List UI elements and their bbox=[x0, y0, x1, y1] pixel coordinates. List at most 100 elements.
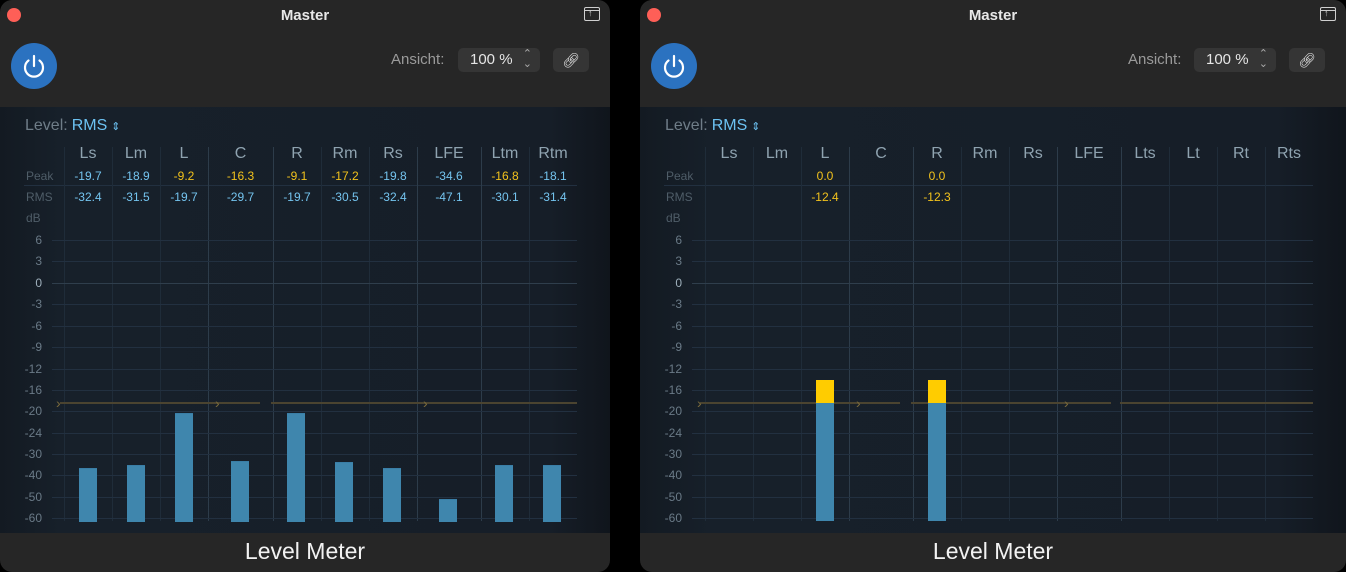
db-tick: -12 bbox=[664, 362, 682, 376]
zoom-value: 100 % bbox=[470, 51, 513, 68]
channel-label-ls: Ls bbox=[79, 145, 97, 162]
level-meter-window-right: Master Ansicht: 100 % ⌃⌄ 🔗︎ Level:RMS⇕ P… bbox=[640, 0, 1346, 572]
peak-value[interactable]: -34.6 bbox=[435, 169, 463, 183]
level-mode-select[interactable]: Level: RMS ⇕ bbox=[665, 117, 760, 135]
rms-value: -32.4 bbox=[74, 190, 102, 204]
grid-line-zero bbox=[692, 283, 1313, 284]
peak-value[interactable]: -16.8 bbox=[491, 169, 519, 183]
detach-window-icon[interactable] bbox=[584, 7, 600, 21]
channel-label-lt: Lt bbox=[1186, 145, 1200, 162]
peak-value[interactable]: -9.2 bbox=[173, 169, 195, 183]
level-mode-value: RMS bbox=[711, 117, 748, 134]
threshold-line bbox=[911, 402, 1111, 404]
channel-label-lts: Lts bbox=[1134, 145, 1156, 162]
chevron-right-icon[interactable]: › bbox=[215, 395, 220, 411]
peak-value[interactable]: -19.8 bbox=[379, 169, 407, 183]
level-mode-select[interactable]: Level: RMS ⇕ bbox=[25, 117, 120, 135]
rms-value: -47.1 bbox=[435, 190, 463, 204]
peak-row-label: Peak bbox=[26, 169, 54, 183]
grid-line bbox=[692, 433, 1313, 434]
grid-line bbox=[52, 518, 577, 519]
peak-value[interactable]: -17.2 bbox=[331, 169, 359, 183]
channel-divider bbox=[481, 147, 482, 521]
chevron-right-icon[interactable]: › bbox=[423, 395, 428, 411]
peak-value[interactable]: -18.1 bbox=[539, 169, 567, 183]
power-button[interactable] bbox=[11, 43, 57, 89]
grid-line bbox=[692, 411, 1313, 412]
grid-line bbox=[52, 369, 577, 370]
view-zoom-select[interactable]: 100 % ⌃ ⌄ bbox=[1194, 48, 1276, 72]
link-button[interactable]: 🔗︎ bbox=[1289, 48, 1325, 72]
level-meter-window-left: Master Ansicht: 100 % ⌃⌄ 🔗︎ Level:RMS⇕ P… bbox=[0, 0, 610, 572]
chevron-right-icon[interactable]: › bbox=[697, 395, 702, 411]
peak-value[interactable]: -9.1 bbox=[286, 169, 308, 183]
db-tick: -24 bbox=[664, 426, 682, 440]
grid-line bbox=[52, 411, 577, 412]
channel-divider bbox=[321, 147, 322, 521]
db-tick: -60 bbox=[24, 511, 42, 525]
chevron-right-icon[interactable]: › bbox=[56, 395, 61, 411]
channel-divider bbox=[1217, 147, 1218, 521]
db-tick: -20 bbox=[664, 404, 682, 418]
meter-bar-rs bbox=[383, 468, 401, 522]
view-zoom-select[interactable]: 100 % ⌃ ⌄ bbox=[458, 48, 540, 72]
channel-divider bbox=[1265, 147, 1266, 521]
rms-value: -29.7 bbox=[226, 190, 255, 204]
grid-line bbox=[692, 369, 1313, 370]
grid-line bbox=[52, 433, 577, 434]
power-icon bbox=[23, 54, 45, 78]
chevron-right-icon[interactable]: › bbox=[856, 395, 861, 411]
channel-label-l: L bbox=[820, 145, 830, 162]
close-button[interactable] bbox=[7, 8, 21, 22]
plugin-name: Level Meter bbox=[244, 538, 366, 564]
peak-value[interactable]: -18.9 bbox=[122, 169, 150, 183]
power-button[interactable] bbox=[651, 43, 697, 89]
rms-value: -19.7 bbox=[170, 190, 198, 204]
zoom-value: 100 % bbox=[1206, 51, 1249, 68]
db-tick: -16 bbox=[24, 383, 42, 397]
db-tick: -16 bbox=[664, 383, 682, 397]
meter-bar-rtm bbox=[543, 465, 561, 522]
peak-value[interactable]: 0.0 bbox=[816, 169, 834, 183]
level-label: Level: bbox=[25, 117, 68, 134]
title-bar: Master bbox=[0, 0, 610, 32]
peak-value[interactable]: 0.0 bbox=[928, 169, 946, 183]
grid-line bbox=[52, 261, 577, 262]
channel-divider bbox=[913, 147, 914, 521]
grid-line bbox=[52, 475, 577, 476]
db-tick: 3 bbox=[35, 254, 42, 268]
link-button[interactable]: 🔗︎ bbox=[553, 48, 589, 72]
channel-divider bbox=[801, 147, 802, 521]
channel-divider bbox=[849, 147, 850, 521]
meter-bar-lfe bbox=[439, 499, 457, 522]
link-icon: 🔗︎ bbox=[1298, 52, 1316, 68]
threshold-line bbox=[700, 402, 900, 404]
db-tick: -3 bbox=[31, 297, 42, 311]
level-label: Level: bbox=[665, 117, 708, 134]
divider bbox=[24, 185, 577, 186]
chevron-right-icon[interactable]: › bbox=[1064, 395, 1069, 411]
rms-value: -31.4 bbox=[539, 190, 567, 204]
grid-line bbox=[692, 518, 1313, 519]
grid-line bbox=[52, 390, 577, 391]
peak-value[interactable]: -16.3 bbox=[226, 169, 255, 183]
channel-divider bbox=[961, 147, 962, 521]
channel-label-lm: Lm bbox=[124, 145, 148, 162]
close-button[interactable] bbox=[647, 8, 661, 22]
meter-panel: Level: RMS ⇕ Peak RMS dB 6 3 0 -3 -6 -9 -1… bbox=[0, 107, 610, 533]
peak-row-label: Peak bbox=[666, 169, 694, 183]
title-bar: Master bbox=[640, 0, 1346, 32]
meter-bar-r bbox=[928, 403, 946, 521]
db-tick: 6 bbox=[35, 233, 42, 247]
db-tick: -30 bbox=[24, 447, 42, 461]
db-tick: -40 bbox=[664, 468, 682, 482]
grid-line bbox=[692, 326, 1313, 327]
db-tick: 0 bbox=[35, 276, 42, 290]
detach-window-icon[interactable] bbox=[1320, 7, 1336, 21]
view-label: Ansicht: bbox=[391, 51, 445, 68]
channel-divider bbox=[417, 147, 418, 521]
rms-value: -12.3 bbox=[923, 190, 951, 204]
channel-label-r: R bbox=[291, 145, 303, 162]
channel-divider bbox=[273, 147, 274, 521]
peak-value[interactable]: -19.7 bbox=[74, 169, 102, 183]
